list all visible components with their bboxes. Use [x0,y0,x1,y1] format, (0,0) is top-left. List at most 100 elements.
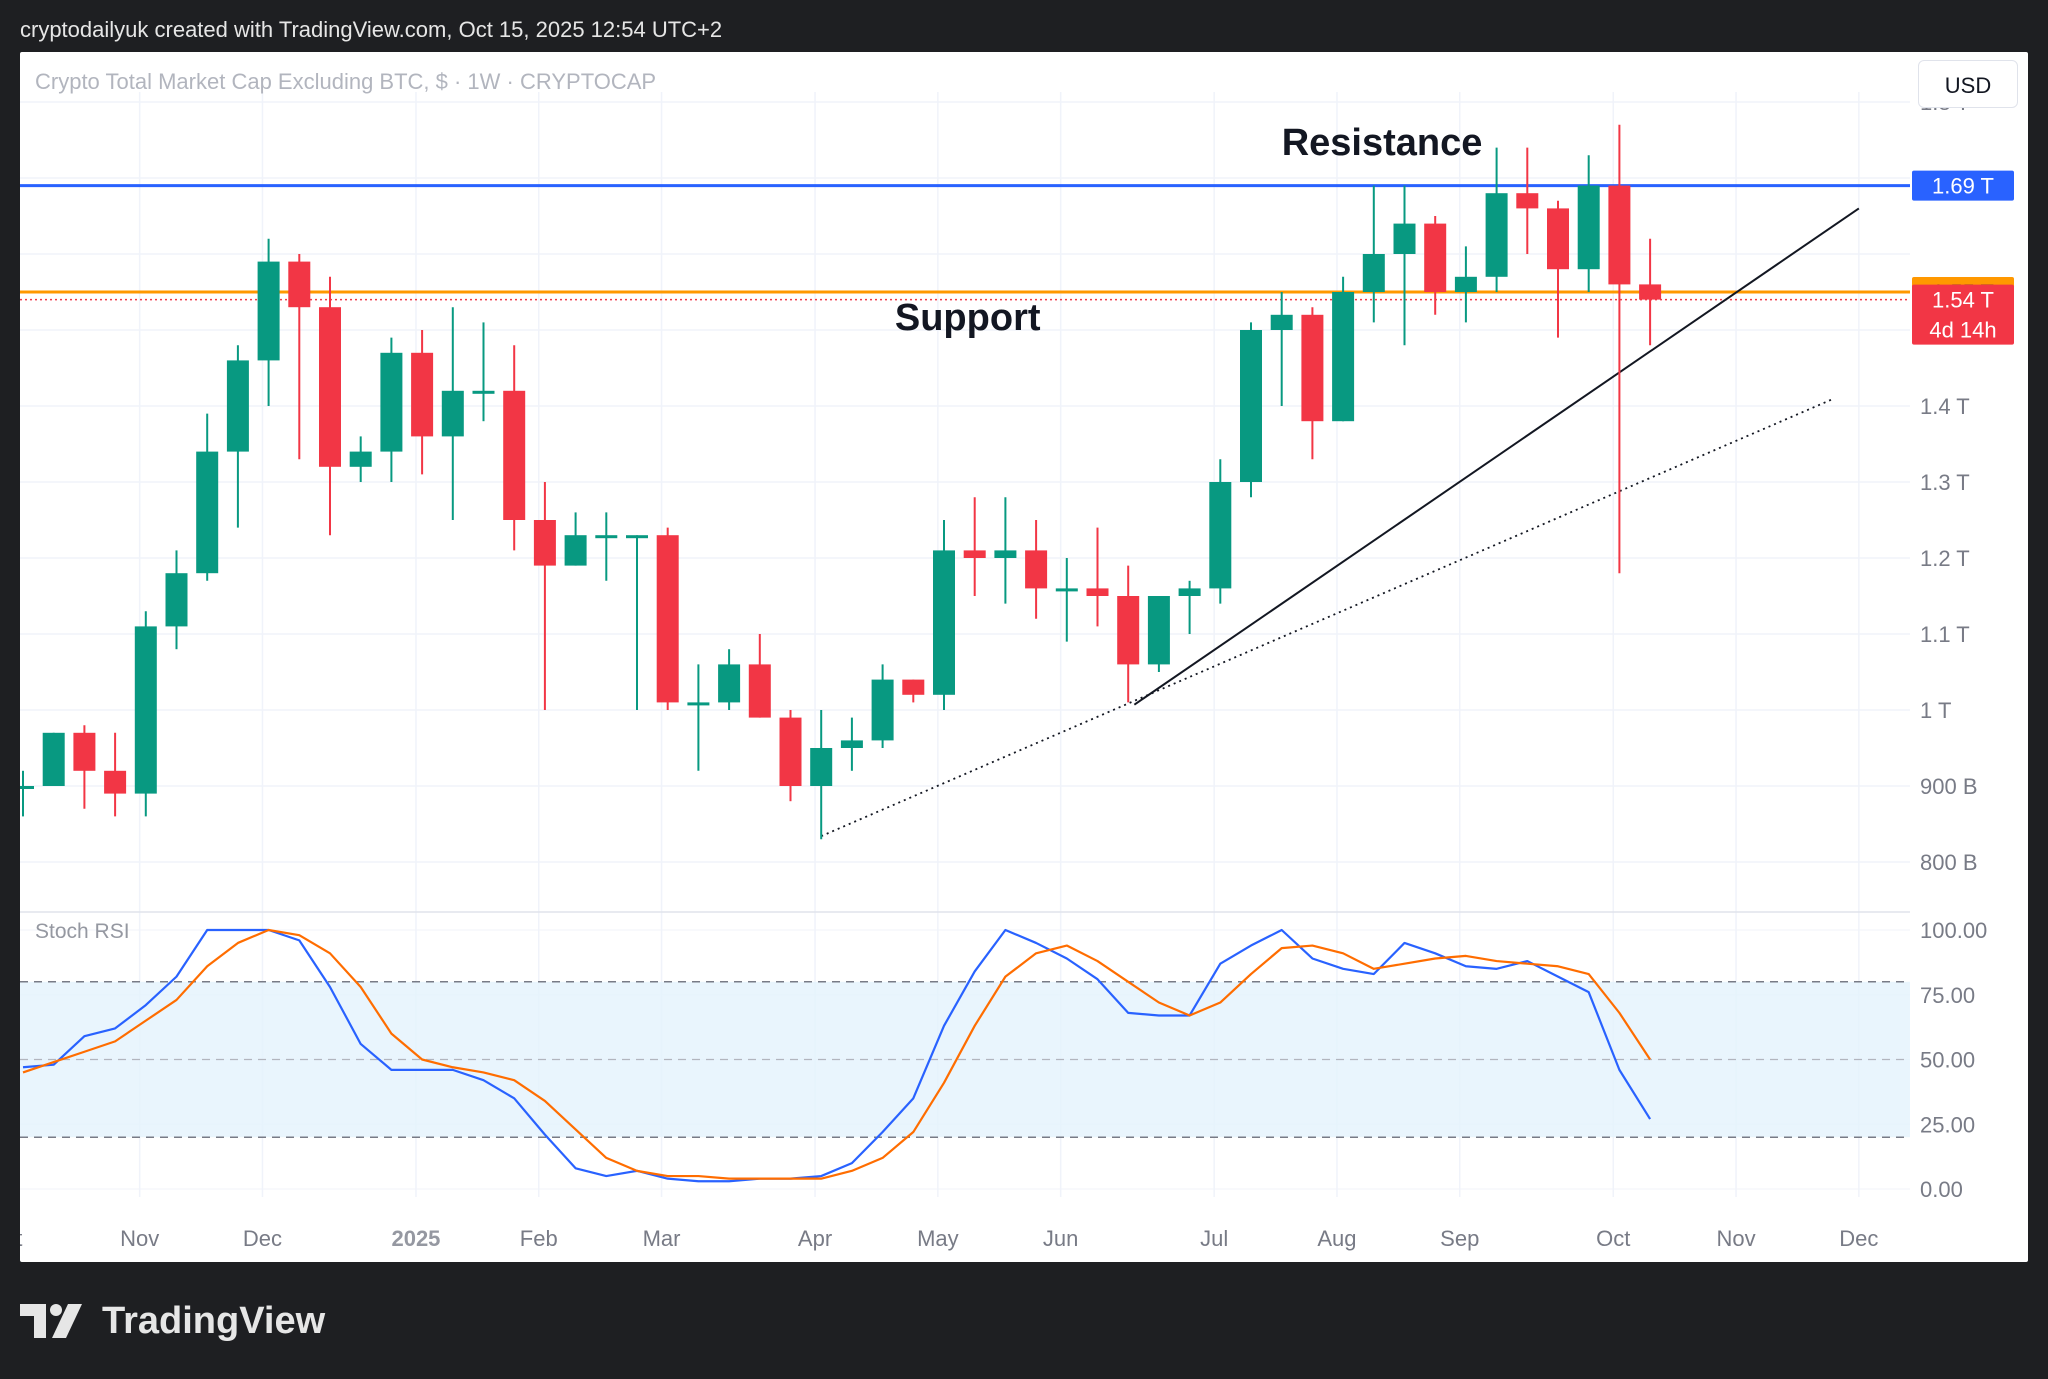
candle[interactable] [1086,527,1109,627]
candle[interactable] [626,535,648,710]
brand-name: TradingView [102,1299,326,1342]
candle[interactable] [411,330,434,475]
candle-body [840,740,863,748]
candle[interactable] [994,497,1017,604]
candle[interactable] [1240,322,1262,498]
candle[interactable] [349,436,372,482]
candle[interactable] [1332,276,1355,422]
candle-body [533,520,556,566]
candle[interactable] [196,413,219,581]
candle[interactable] [257,238,280,406]
candle-body [1025,550,1048,589]
candle-body [73,732,96,771]
candle-body [1639,284,1662,300]
candle[interactable] [840,717,863,771]
candle[interactable] [1393,185,1416,346]
candle[interactable] [1209,459,1232,604]
price-axis-label: 1 T [1920,698,1951,723]
candle-body [1178,588,1201,596]
candle[interactable] [902,679,925,703]
candle[interactable] [1424,216,1447,315]
chart-canvas[interactable]: Resistance Support 800 B 900 B 1 T 1.1 T 1.2 … [20,52,2028,1262]
time-axis-label: Nov [120,1226,159,1251]
candle-body [963,550,986,558]
candle[interactable] [104,732,127,817]
price-axis-label: 1.2 T [1920,546,1970,571]
candle-body [748,664,771,718]
candle-body [42,732,65,786]
candle[interactable] [748,634,771,718]
candle[interactable] [226,345,249,528]
candle[interactable] [1147,596,1170,672]
candle-body [1577,185,1600,270]
tradingview-logo: TradingView [20,1296,325,1346]
candle[interactable] [441,307,464,520]
candle-body [1270,314,1293,330]
candle[interactable] [1301,307,1324,460]
candle-body [1424,223,1447,292]
candle-body [1608,185,1631,285]
candle[interactable] [380,337,403,482]
candle-body [1147,596,1170,665]
candle-body [933,550,955,695]
time-axis-label: Apr [798,1226,832,1251]
candle[interactable] [963,497,986,596]
candle[interactable] [20,770,34,817]
candle[interactable] [1577,155,1600,292]
price-badge-resistance-bg [1912,170,2014,201]
candle[interactable] [134,611,157,817]
trendline-dotted[interactable] [820,397,1835,837]
candle[interactable] [1117,565,1140,703]
candle-body [441,390,464,437]
candle-body [595,535,618,539]
candle[interactable] [165,550,188,650]
candle[interactable] [1485,147,1508,292]
candle[interactable] [1270,292,1293,406]
time-axis-label: Feb [520,1226,558,1251]
price-badge-resistance-text: 1.69 T [1932,174,1994,199]
price-badges: 1.69 T1.55 T1.54 T4d 14h [1912,170,2014,345]
candle-body [288,261,311,308]
candle[interactable] [42,732,65,786]
candle[interactable] [564,512,587,566]
time-axis-label: Nov [1716,1226,1755,1251]
candle[interactable] [1454,246,1477,323]
trendline-solid[interactable] [1133,207,1860,706]
candle[interactable] [871,664,894,748]
candle[interactable] [1639,238,1662,346]
candle[interactable] [1025,520,1048,619]
currency-button[interactable]: USD [1918,60,2018,108]
candle-body [656,535,679,703]
candle[interactable] [779,710,802,802]
candle-body [411,352,434,437]
annotation-resistance: Resistance [1282,122,1483,164]
candle-body [503,390,526,520]
candle[interactable] [1547,200,1569,338]
time-axis-label: 2025 [391,1226,440,1251]
candle[interactable] [718,649,741,710]
candle-body [1393,223,1416,254]
candle[interactable] [656,527,679,710]
candle[interactable] [503,345,526,551]
candle[interactable] [687,664,710,771]
candle[interactable] [1178,580,1201,634]
chart-panel[interactable]: Resistance Support 800 B 900 B 1 T 1.1 T 1.2 … [20,52,2028,1262]
candle[interactable] [533,482,556,710]
candle[interactable] [810,710,833,840]
candle[interactable] [472,322,495,422]
candle[interactable] [319,276,341,536]
candle[interactable] [1516,147,1539,254]
candle[interactable] [1608,124,1631,574]
candle-body [134,626,157,794]
candle[interactable] [1362,185,1385,323]
time-axis-label: Mar [643,1226,681,1251]
candle-body [687,702,710,706]
candle-body [226,360,249,452]
candle[interactable] [73,725,96,809]
candle[interactable] [595,512,618,581]
candle[interactable] [933,520,955,710]
candle[interactable] [288,254,311,460]
candle-body [104,770,127,794]
candle[interactable] [1055,558,1078,642]
